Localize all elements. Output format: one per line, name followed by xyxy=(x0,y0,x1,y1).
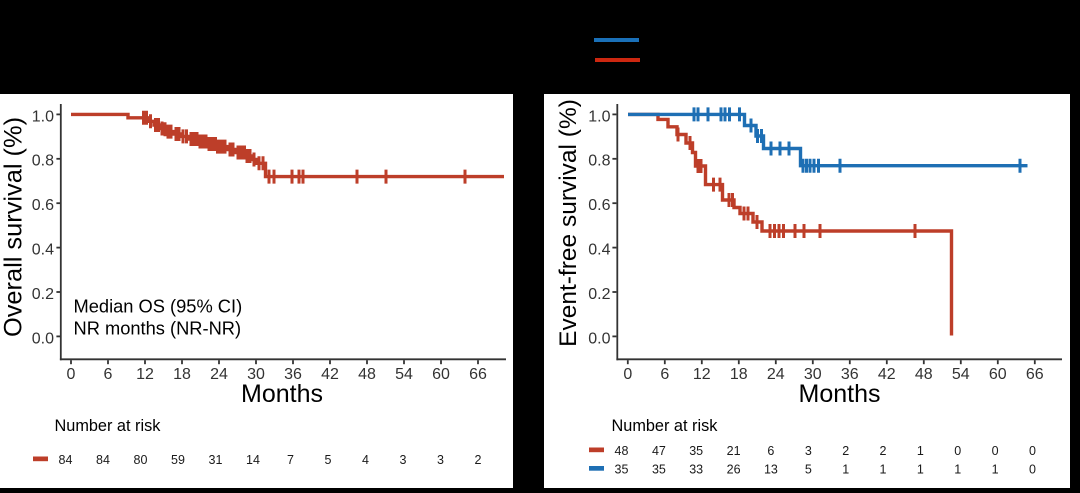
svg-text:60: 60 xyxy=(432,366,450,383)
svg-text:0.2: 0.2 xyxy=(32,286,54,303)
svg-text:1: 1 xyxy=(917,463,924,477)
svg-text:0: 0 xyxy=(954,444,961,458)
svg-text:5: 5 xyxy=(325,453,332,467)
svg-text:14: 14 xyxy=(246,453,260,467)
svg-text:48: 48 xyxy=(615,444,629,458)
svg-text:3: 3 xyxy=(805,444,812,458)
svg-text:0: 0 xyxy=(992,444,999,458)
svg-text:3: 3 xyxy=(437,453,444,467)
svg-text:6: 6 xyxy=(660,366,669,383)
svg-text:NR months (NR-NR): NR months (NR-NR) xyxy=(74,318,242,339)
svg-text:30: 30 xyxy=(247,366,265,383)
svg-text:1: 1 xyxy=(842,463,849,477)
svg-text:12: 12 xyxy=(693,366,711,383)
svg-text:31: 31 xyxy=(209,453,223,467)
svg-text:Months: Months xyxy=(241,380,323,408)
svg-text:66: 66 xyxy=(1026,366,1044,383)
svg-text:60: 60 xyxy=(989,366,1007,383)
svg-text:54: 54 xyxy=(952,366,970,383)
svg-text:35: 35 xyxy=(689,444,703,458)
svg-text:0: 0 xyxy=(1029,444,1036,458)
svg-text:1: 1 xyxy=(917,444,924,458)
svg-text:35: 35 xyxy=(615,463,629,477)
svg-text:0.6: 0.6 xyxy=(32,197,54,214)
svg-text:47: 47 xyxy=(652,444,666,458)
svg-text:24: 24 xyxy=(767,366,785,383)
svg-text:42: 42 xyxy=(878,366,896,383)
svg-text:24: 24 xyxy=(210,366,228,383)
svg-text:Event-free survival (%): Event-free survival (%) xyxy=(555,99,582,347)
svg-text:59: 59 xyxy=(171,453,185,467)
svg-text:5: 5 xyxy=(805,463,812,477)
svg-text:36: 36 xyxy=(841,366,859,383)
svg-text:1: 1 xyxy=(992,463,999,477)
svg-text:36: 36 xyxy=(284,366,302,383)
svg-text:0.0: 0.0 xyxy=(588,330,610,347)
svg-text:0.8: 0.8 xyxy=(32,153,54,170)
svg-text:35: 35 xyxy=(652,463,666,477)
svg-text:48: 48 xyxy=(358,366,376,383)
svg-text:80: 80 xyxy=(134,453,148,467)
svg-text:0.6: 0.6 xyxy=(588,197,610,214)
svg-text:84: 84 xyxy=(59,453,73,467)
svg-text:1.0: 1.0 xyxy=(32,108,54,125)
svg-text:6: 6 xyxy=(767,444,774,458)
svg-text:1: 1 xyxy=(880,463,887,477)
svg-text:Months: Months xyxy=(799,380,881,408)
svg-text:54: 54 xyxy=(395,366,413,383)
svg-text:21: 21 xyxy=(727,444,741,458)
svg-text:0: 0 xyxy=(623,366,632,383)
svg-text:1: 1 xyxy=(954,463,961,477)
svg-text:2: 2 xyxy=(475,453,482,467)
svg-text:84: 84 xyxy=(96,453,110,467)
svg-text:Overall survival (%): Overall survival (%) xyxy=(0,117,28,337)
svg-text:18: 18 xyxy=(173,366,191,383)
svg-text:42: 42 xyxy=(321,366,339,383)
svg-text:1.0: 1.0 xyxy=(588,108,610,125)
svg-text:0.0: 0.0 xyxy=(32,330,54,347)
svg-text:0.2: 0.2 xyxy=(588,286,610,303)
svg-text:18: 18 xyxy=(730,366,748,383)
svg-text:2: 2 xyxy=(842,444,849,458)
svg-text:0: 0 xyxy=(67,366,76,383)
svg-text:33: 33 xyxy=(689,463,703,477)
svg-text:0: 0 xyxy=(1029,463,1036,477)
svg-text:6: 6 xyxy=(104,366,113,383)
svg-text:26: 26 xyxy=(727,463,741,477)
svg-text:0.4: 0.4 xyxy=(32,242,54,259)
svg-text:48: 48 xyxy=(915,366,933,383)
svg-text:Median OS (95% CI): Median OS (95% CI) xyxy=(74,296,243,317)
svg-text:2: 2 xyxy=(880,444,887,458)
svg-text:3: 3 xyxy=(400,453,407,467)
svg-text:7: 7 xyxy=(287,453,294,467)
svg-text:0.4: 0.4 xyxy=(588,242,610,259)
svg-text:12: 12 xyxy=(136,366,154,383)
svg-text:0.8: 0.8 xyxy=(588,153,610,170)
svg-text:13: 13 xyxy=(764,463,778,477)
svg-text:30: 30 xyxy=(804,366,822,383)
svg-text:66: 66 xyxy=(469,366,487,383)
svg-text:Number at risk: Number at risk xyxy=(612,417,719,435)
svg-text:Number at risk: Number at risk xyxy=(55,417,162,435)
svg-text:4: 4 xyxy=(362,453,369,467)
